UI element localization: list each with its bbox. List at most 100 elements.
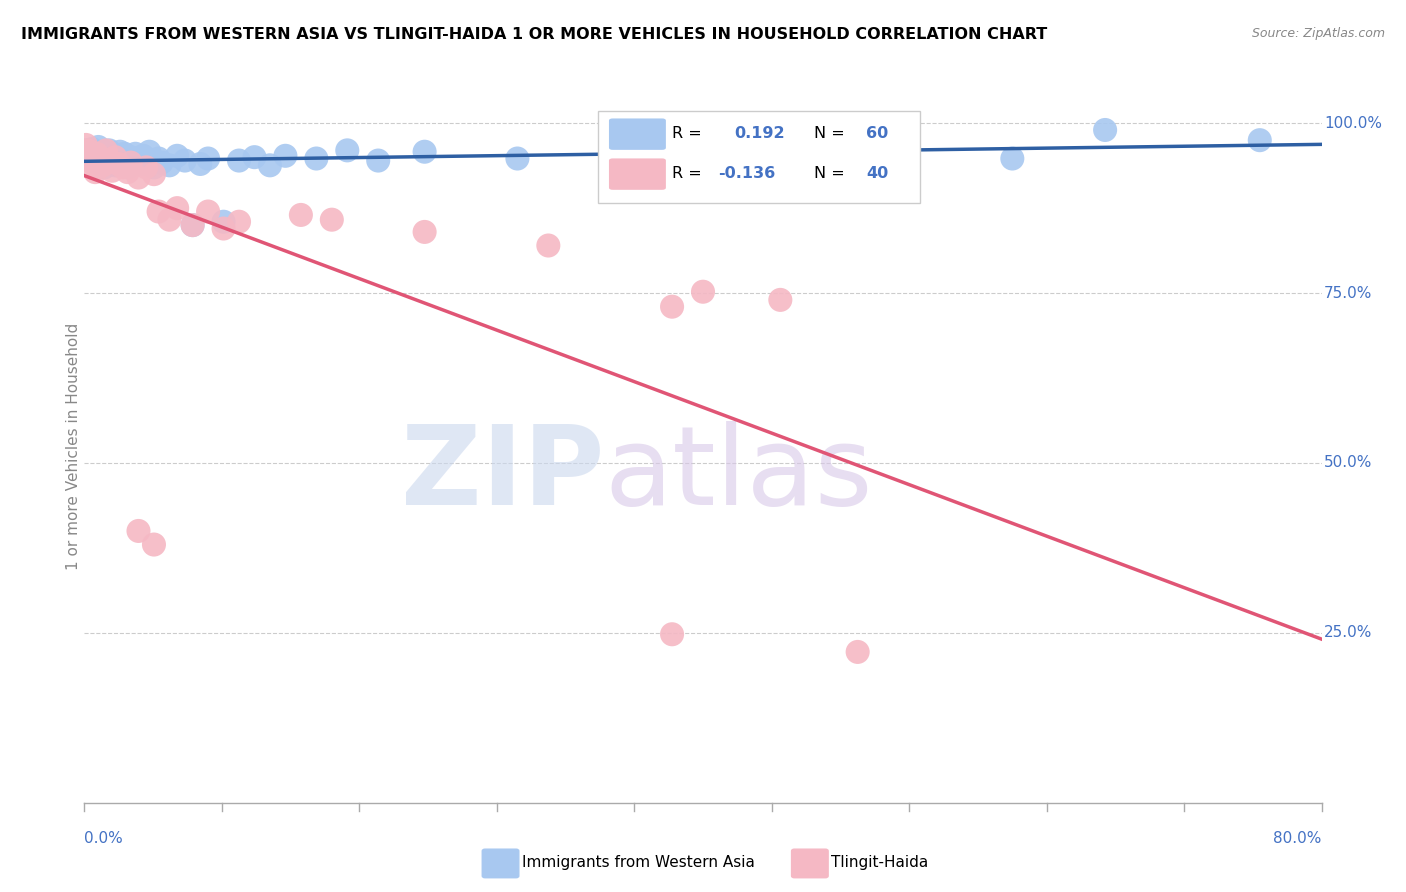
Point — [124, 146, 146, 161]
Point — [228, 215, 250, 229]
Point — [132, 149, 155, 163]
Point — [75, 137, 97, 152]
Point — [166, 149, 188, 163]
Point — [135, 153, 157, 168]
Point — [181, 218, 204, 232]
Text: R =: R = — [672, 166, 707, 181]
Point — [82, 150, 104, 164]
Point — [274, 149, 297, 163]
Point — [290, 208, 312, 222]
Point — [98, 144, 121, 158]
Point — [103, 152, 125, 166]
Point — [159, 158, 180, 172]
Point — [148, 204, 170, 219]
Point — [84, 149, 107, 163]
Point — [87, 140, 110, 154]
Point — [86, 146, 108, 161]
Point — [537, 238, 560, 252]
Text: IMMIGRANTS FROM WESTERN ASIA VS TLINGIT-HAIDA 1 OR MORE VEHICLES IN HOUSEHOLD CO: IMMIGRANTS FROM WESTERN ASIA VS TLINGIT-… — [21, 27, 1047, 42]
Point — [83, 157, 105, 171]
Point — [76, 144, 98, 158]
Point — [143, 161, 166, 175]
Point — [367, 153, 389, 168]
Point — [692, 285, 714, 299]
Point — [661, 627, 683, 641]
Point — [117, 165, 139, 179]
Point — [181, 218, 204, 232]
Point — [91, 158, 114, 172]
Point — [104, 150, 127, 164]
Point — [197, 152, 219, 166]
Point — [661, 300, 683, 314]
Point — [129, 157, 152, 171]
Point — [259, 158, 281, 172]
Point — [614, 149, 637, 163]
Point — [148, 152, 170, 166]
Point — [174, 153, 197, 168]
Text: Tlingit-Haida: Tlingit-Haida — [831, 855, 928, 870]
Point — [104, 158, 127, 172]
Point — [243, 150, 266, 164]
Point — [143, 537, 166, 551]
Point — [159, 212, 180, 227]
Text: Immigrants from Western Asia: Immigrants from Western Asia — [522, 855, 755, 870]
Point — [127, 152, 149, 166]
Point — [135, 161, 157, 175]
Point — [107, 157, 129, 171]
Point — [197, 204, 219, 219]
Text: 80.0%: 80.0% — [1274, 831, 1322, 847]
Point — [101, 163, 124, 178]
Point — [94, 144, 117, 158]
Y-axis label: 1 or more Vehicles in Household: 1 or more Vehicles in Household — [66, 322, 80, 570]
Text: 75.0%: 75.0% — [1324, 285, 1372, 301]
Point — [413, 225, 436, 239]
Point — [90, 157, 112, 171]
Point — [112, 161, 135, 175]
Text: atlas: atlas — [605, 421, 873, 528]
Point — [89, 146, 111, 161]
Point — [75, 144, 97, 158]
Point — [87, 161, 110, 175]
Point — [96, 153, 118, 168]
Point — [86, 152, 108, 166]
Point — [846, 645, 869, 659]
Point — [228, 153, 250, 168]
Point — [79, 145, 101, 159]
Point — [94, 150, 117, 164]
Text: -0.136: -0.136 — [718, 166, 775, 181]
Text: 0.0%: 0.0% — [84, 831, 124, 847]
Point — [108, 145, 131, 159]
Point — [112, 152, 135, 166]
Point — [212, 221, 235, 235]
Text: R =: R = — [672, 126, 711, 141]
Point — [769, 145, 792, 159]
Point — [188, 157, 211, 171]
Point — [413, 145, 436, 159]
Point — [769, 293, 792, 307]
Point — [305, 152, 328, 166]
FancyBboxPatch shape — [609, 159, 666, 190]
Point — [79, 150, 101, 164]
Point — [321, 212, 343, 227]
FancyBboxPatch shape — [609, 119, 666, 150]
Point — [117, 161, 139, 175]
Point — [105, 149, 128, 163]
Point — [1094, 123, 1116, 137]
Point — [1001, 152, 1024, 166]
Point — [127, 524, 149, 538]
Point — [93, 161, 115, 175]
Point — [212, 215, 235, 229]
Point — [100, 155, 122, 169]
Point — [143, 167, 166, 181]
Point — [82, 142, 104, 156]
Point — [76, 146, 98, 161]
Point — [150, 155, 173, 169]
Text: N =: N = — [814, 126, 851, 141]
Text: 25.0%: 25.0% — [1324, 625, 1372, 640]
Point — [101, 146, 124, 161]
Text: 100.0%: 100.0% — [1324, 116, 1382, 131]
Point — [110, 157, 132, 171]
Point — [1249, 133, 1271, 147]
Point — [98, 153, 121, 168]
Point — [506, 152, 529, 166]
